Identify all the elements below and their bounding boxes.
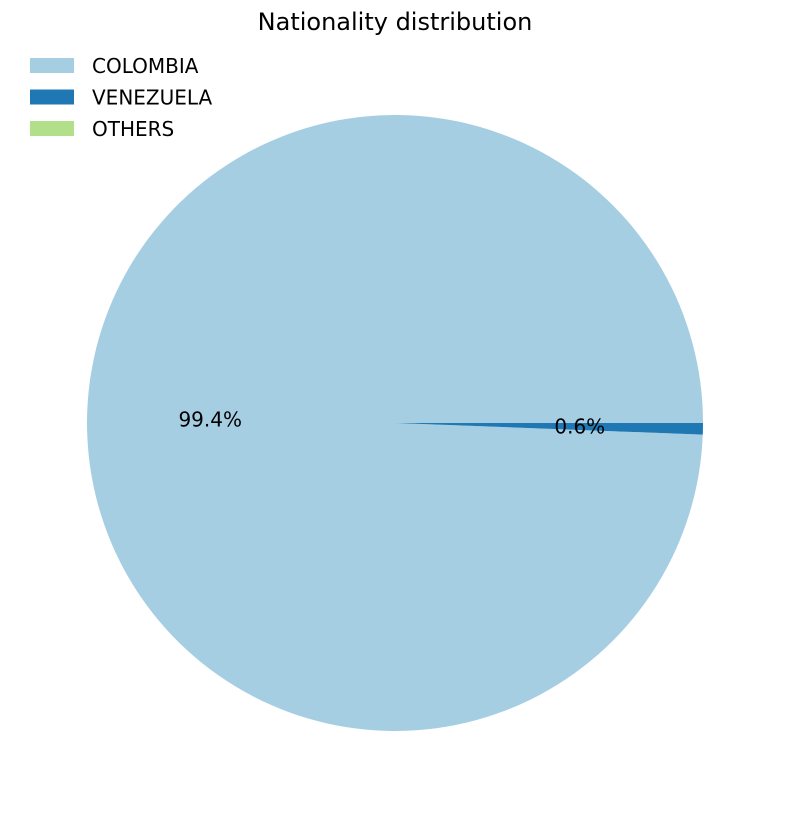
slice-label-colombia: 99.4%	[178, 408, 242, 432]
chart-legend: COLOMBIA VENEZUELA OTHERS	[30, 54, 212, 141]
legend-label-colombia: COLOMBIA	[92, 54, 199, 78]
legend-swatch-colombia	[30, 58, 74, 73]
pie-slices	[86, 114, 703, 731]
legend-swatch-others	[30, 121, 74, 136]
pie-slice-venezuela	[395, 423, 703, 435]
chart-title: Nationality distribution	[258, 8, 533, 36]
slice-percentage-labels: 99.4% 0.6%	[178, 408, 605, 439]
legend-label-others: OTHERS	[92, 117, 174, 141]
slice-label-venezuela: 0.6%	[554, 414, 605, 438]
legend-swatch-venezuela	[30, 89, 74, 105]
pie-slice-colombia	[86, 114, 703, 731]
legend-label-venezuela: VENEZUELA	[92, 86, 212, 110]
